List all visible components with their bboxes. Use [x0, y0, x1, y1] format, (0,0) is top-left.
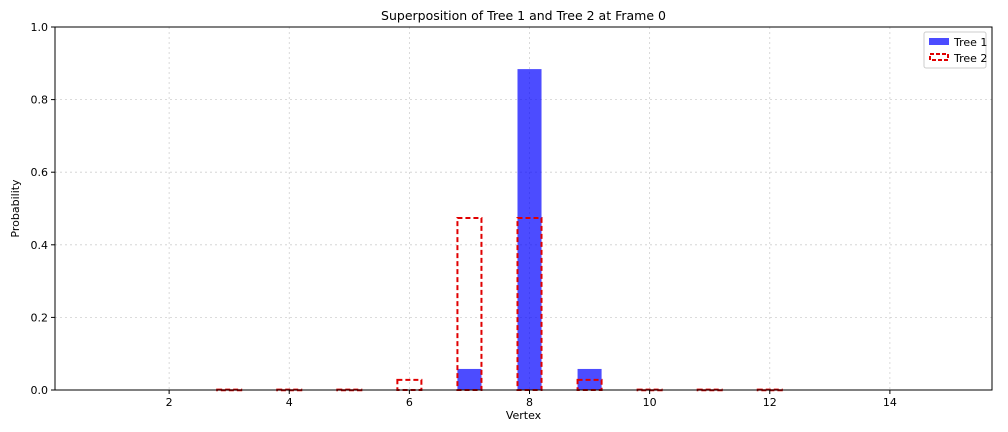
legend-label-tree-2: Tree 2 — [953, 52, 987, 65]
y-tick-label: 0.4 — [31, 239, 49, 252]
bar-tree-2 — [396, 378, 423, 391]
legend-swatch-tree-1 — [929, 38, 949, 45]
y-tick-label: 0.6 — [31, 166, 49, 179]
x-tick-label: 12 — [763, 396, 777, 409]
x-tick-label: 2 — [166, 396, 173, 409]
y-axis-label: Probability — [9, 179, 22, 238]
legend-label-tree-1: Tree 1 — [953, 36, 987, 49]
y-tick-label: 0.8 — [31, 94, 49, 107]
legend: Tree 1 Tree 2 — [923, 31, 987, 69]
plot-area — [54, 26, 993, 391]
y-tick-label: 0.2 — [31, 311, 49, 324]
legend-swatch-tree-2 — [929, 53, 949, 61]
y-axis: 0.0 0.2 0.4 0.6 0.8 1.0 — [31, 21, 55, 397]
x-tick-label: 10 — [643, 396, 657, 409]
chart-title: Superposition of Tree 1 and Tree 2 at Fr… — [381, 8, 666, 23]
y-tick-label: 1.0 — [31, 21, 49, 34]
bar-tree-1 — [517, 69, 542, 390]
x-tick-label: 4 — [286, 396, 293, 409]
x-tick-label: 8 — [526, 396, 533, 409]
x-axis-label: Vertex — [506, 409, 542, 422]
bar-tree-2 — [576, 378, 603, 391]
x-axis: 2 4 6 8 10 12 14 — [166, 390, 897, 409]
x-tick-label: 14 — [883, 396, 897, 409]
bar-tree-1 — [457, 368, 482, 390]
x-tick-label: 6 — [406, 396, 413, 409]
y-tick-label: 0.0 — [31, 384, 49, 397]
